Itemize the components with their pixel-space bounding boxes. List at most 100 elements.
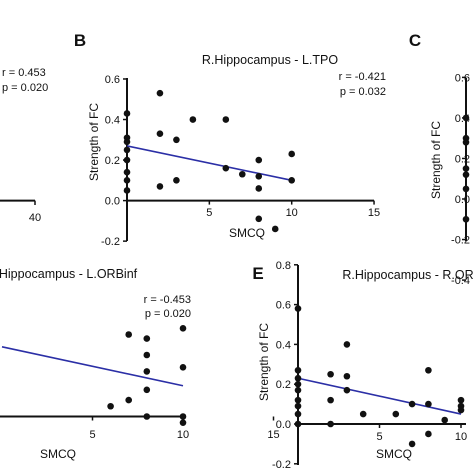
r-value: r = -0.453: [144, 294, 191, 306]
x-axis-label: SMCQ: [40, 447, 76, 461]
y-tick-label: 0.6: [105, 74, 120, 86]
data-point: [327, 420, 334, 428]
data-point: [107, 402, 114, 410]
x-tick-label: 15: [368, 207, 380, 219]
data-point: [294, 305, 302, 312]
data-point: [143, 413, 151, 420]
panel-title: R.Hippocampus - L.TPO: [202, 53, 338, 67]
data-point: [179, 419, 187, 426]
data-point: [125, 396, 132, 404]
y-tick-label: -0.4: [451, 275, 470, 287]
panel-letter: C: [409, 31, 421, 50]
data-point: [255, 185, 263, 192]
data-point: [392, 410, 400, 418]
data-point: [189, 116, 197, 123]
data-point: [179, 413, 187, 420]
data-point: [123, 146, 131, 154]
x-tick-label: 10: [286, 207, 298, 219]
x-axis-label: SMCQ: [229, 226, 265, 240]
y-tick-label: 0.4: [105, 115, 120, 127]
p-value: p = 0.020: [145, 308, 191, 320]
y-tick-label: 0.2: [455, 153, 470, 165]
x-tick-label: 10: [177, 429, 189, 441]
data-point: [441, 416, 449, 424]
data-point: [123, 138, 131, 146]
y-tick-label: -0.2: [451, 235, 470, 247]
data-point: [288, 150, 296, 158]
data-point: [271, 225, 279, 233]
x-tick-label: 5: [89, 429, 95, 441]
data-point: [123, 187, 131, 194]
data-point: [123, 168, 131, 176]
panel-letter: B: [74, 31, 86, 50]
data-point: [179, 325, 187, 332]
y-tick-label: 0.6: [455, 72, 470, 84]
y-axis-label: Strength of FC: [429, 121, 443, 199]
data-point: [143, 368, 151, 375]
panel-d: Hippocampus - L.ORBinf 5 10 15 SMCQ r = -0.45…: [0, 267, 280, 461]
y-tick-label: 0.0: [455, 194, 470, 206]
x-tick-label: 5: [376, 431, 382, 443]
data-point: [173, 136, 180, 144]
data-point: [408, 440, 416, 448]
data-point: [294, 380, 302, 388]
panel-b: B R.Hippocampus - L.TPO -0.2 0.0 0.2 0.4 0.6 5 1…: [74, 31, 386, 248]
data-point: [125, 331, 132, 338]
x-tick-label: 5: [206, 207, 212, 219]
p-value: p = 0.032: [340, 86, 386, 98]
data-point: [425, 366, 432, 374]
data-point: [143, 351, 151, 359]
y-axis-label: Strength of FC: [87, 103, 101, 181]
data-point: [294, 386, 302, 394]
y-tick-label: 0.2: [276, 379, 291, 391]
data-point: [179, 364, 187, 371]
data-point: [294, 420, 302, 428]
p-value: p = 0.020: [2, 82, 48, 94]
y-axis-label: Strength of FC: [257, 323, 271, 401]
data-point: [327, 370, 334, 378]
data-point: [255, 215, 263, 223]
data-point: [327, 396, 334, 404]
panel-a: r = 0.453 p = 0.020 40: [0, 67, 48, 224]
data-point: [294, 366, 302, 374]
data-point: [294, 410, 302, 418]
data-point: [222, 116, 230, 123]
data-point: [457, 406, 465, 414]
data-point: [462, 165, 470, 172]
data-point: [462, 114, 470, 122]
regression-line: [126, 145, 292, 182]
data-point: [462, 138, 470, 146]
regression-line: [1, 346, 184, 387]
data-point: [288, 177, 296, 184]
data-point: [255, 172, 263, 180]
x-tick-label: 40: [29, 212, 41, 224]
x-tick-label: 15: [267, 429, 279, 441]
y-tick-label: 0.4: [276, 339, 291, 351]
data-point: [294, 374, 302, 382]
y-tick-label: 0.8: [276, 260, 291, 272]
panel-letter: E: [252, 264, 263, 283]
data-point: [425, 400, 432, 408]
data-point: [123, 110, 131, 117]
x-axis-label: SMCQ: [376, 447, 412, 461]
data-point: [156, 89, 164, 97]
data-point: [343, 386, 351, 394]
data-point: [143, 386, 151, 394]
y-tick-label: 0.0: [276, 419, 291, 431]
y-tick-label: -0.2: [272, 459, 291, 471]
data-point: [359, 410, 367, 418]
panel-title: Hippocampus - L.ORBinf: [0, 267, 138, 281]
y-tick-label: 0.2: [105, 155, 120, 167]
data-point: [156, 183, 164, 190]
data-point: [173, 177, 180, 184]
data-point: [425, 430, 432, 438]
data-point: [238, 170, 246, 178]
data-point: [255, 156, 263, 164]
data-point: [457, 396, 465, 404]
data-point: [123, 177, 131, 184]
r-value: r = -0.421: [339, 71, 386, 83]
r-value: r = 0.453: [2, 67, 46, 79]
data-point: [156, 130, 164, 138]
y-tick-label: -0.2: [101, 236, 120, 248]
